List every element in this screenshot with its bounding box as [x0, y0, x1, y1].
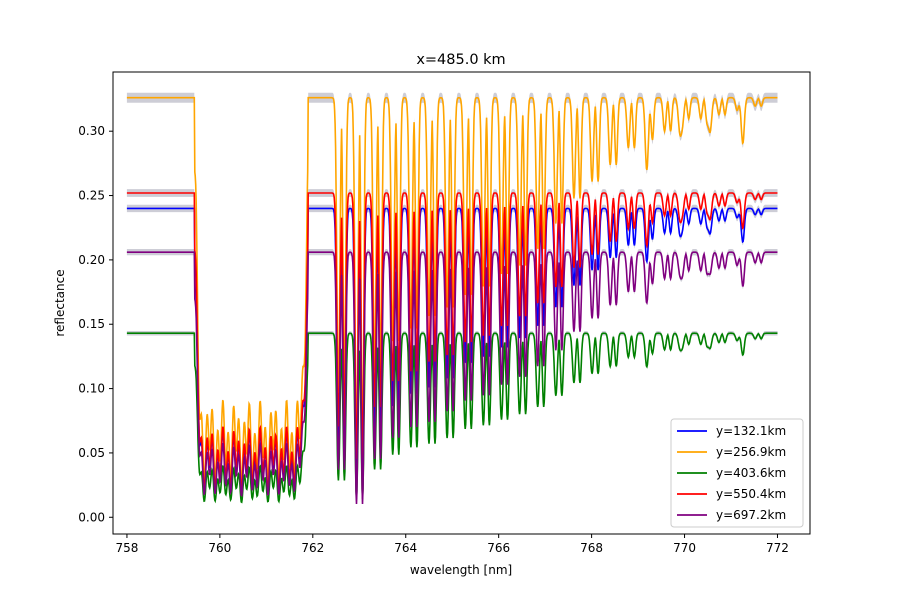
y-tick-label: 0.15: [78, 317, 105, 331]
y-tick-label: 0.10: [78, 382, 105, 396]
y-tick-label: 0.25: [78, 189, 105, 203]
plot-frame: [112, 71, 811, 535]
series-line-3: [126, 332, 778, 504]
x-tick-label: 764: [394, 541, 417, 555]
legend-label-3: y=403.6km: [716, 466, 786, 480]
legend-box: [670, 418, 804, 528]
x-tick-label: 760: [208, 541, 231, 555]
x-tick-label: 772: [766, 541, 789, 555]
legend-label-1: y=132.1km: [716, 424, 786, 438]
y-tick-label: 0.05: [78, 446, 105, 460]
x-axis-ticks: 758 760 762 764 766 768 770 772: [115, 534, 789, 555]
legend: y=132.1km y=256.9km y=403.6km y=550.4km y=69…: [670, 418, 804, 528]
x-axis-label: wavelength [nm]: [410, 563, 512, 577]
y-tick-label: 0.00: [78, 510, 105, 524]
legend-label-2: y=256.9km: [716, 445, 786, 459]
y-axis-ticks: 0.00 0.05 0.10 0.15 0.20 0.25 0.30: [78, 124, 113, 524]
series-lines: [126, 96, 778, 505]
chart-title: x=485.0 km: [416, 52, 505, 68]
legend-label-5: y=697.2km: [716, 508, 786, 522]
series-line-5: [126, 251, 778, 505]
y-tick-label: 0.20: [78, 253, 105, 267]
x-tick-label: 770: [673, 541, 696, 555]
x-tick-label: 758: [115, 541, 138, 555]
x-tick-label: 766: [487, 541, 510, 555]
y-axis-label: reflectance: [53, 269, 67, 336]
y-tick-label: 0.30: [78, 124, 105, 138]
x-tick-label: 762: [301, 541, 324, 555]
legend-label-4: y=550.4km: [716, 487, 786, 501]
x-tick-label: 768: [580, 541, 603, 555]
